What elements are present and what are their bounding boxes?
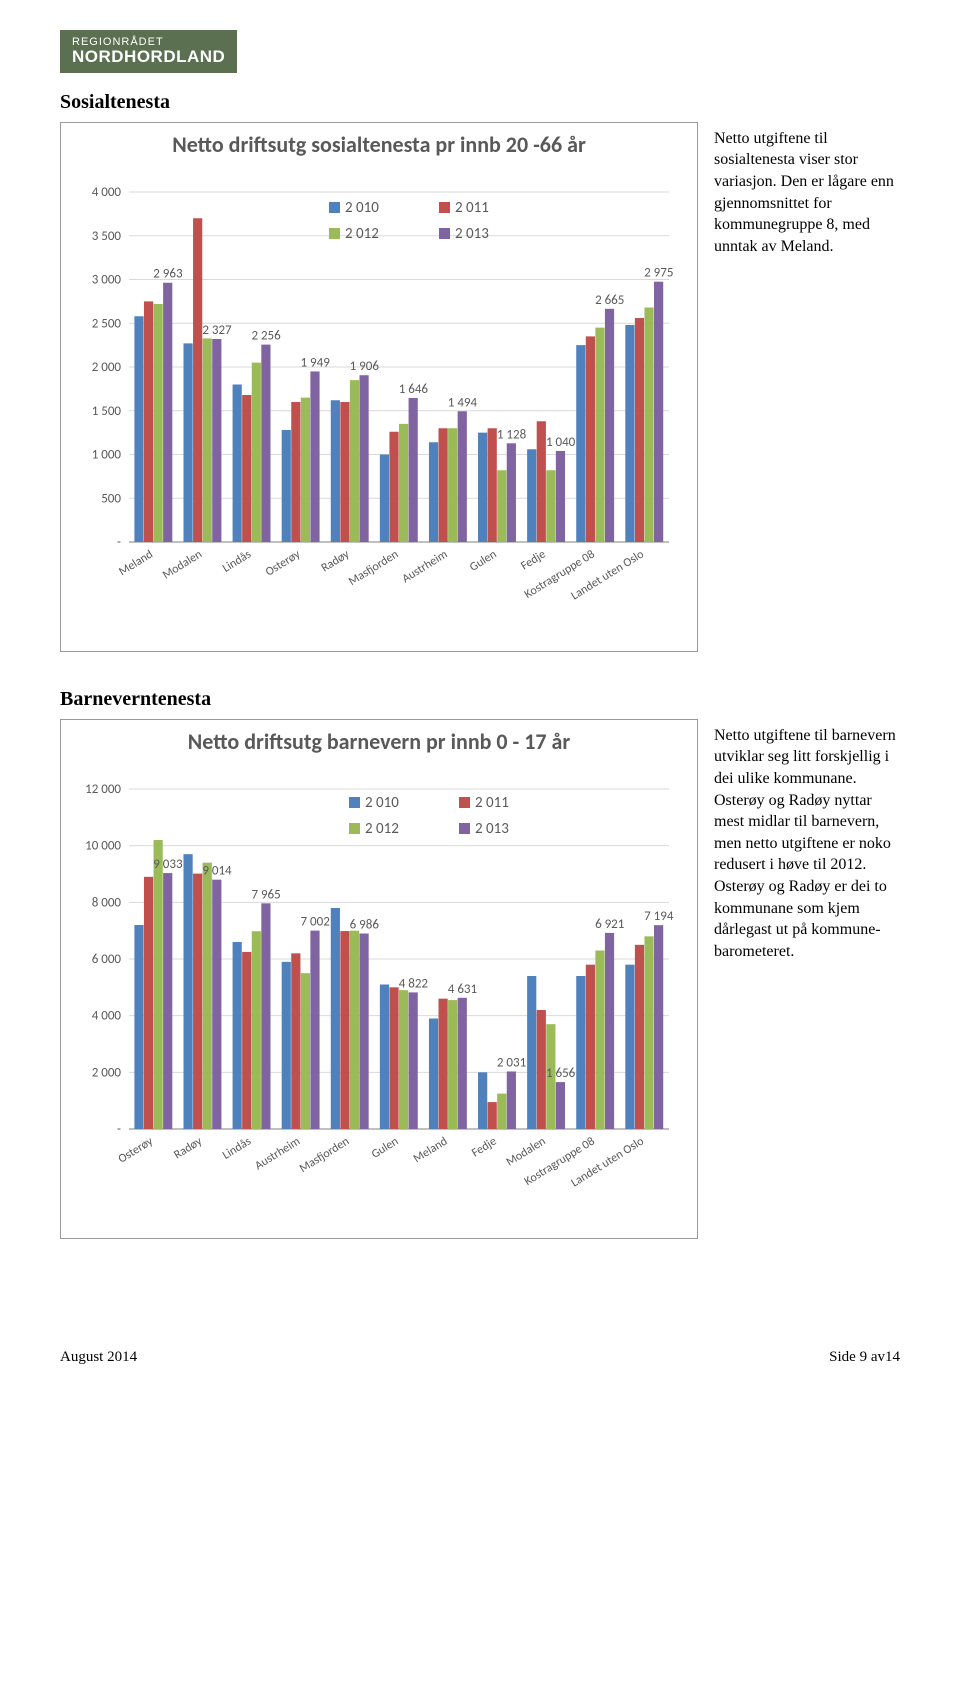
svg-text:Lindås: Lindås <box>220 1134 254 1162</box>
svg-text:1 656: 1 656 <box>546 1066 576 1081</box>
svg-text:3 500: 3 500 <box>92 229 122 244</box>
chart2-title: Netto driftsutg barnevern pr innb 0 - 17… <box>69 728 689 755</box>
footer-right: Side 9 av14 <box>829 1349 900 1366</box>
svg-text:2 000: 2 000 <box>92 1065 122 1080</box>
svg-text:4 000: 4 000 <box>92 185 122 200</box>
section1-row: Netto driftsutg sosialtenesta pr innb 20… <box>60 122 900 652</box>
svg-text:1 040: 1 040 <box>546 435 576 450</box>
section1-sidetext: Netto utgiftene til sosialtenesta viser … <box>714 122 900 258</box>
brand-logo: REGIONRÅDET NORDHORDLAND <box>60 30 237 73</box>
svg-text:Lindås: Lindås <box>220 547 254 575</box>
svg-text:Fedje: Fedje <box>469 1134 499 1160</box>
svg-text:2 975: 2 975 <box>644 265 673 280</box>
chart1-svg: - 500 1 000 1 500 2 000 2 500 3 000 3 500 4 000 2… <box>69 162 689 642</box>
svg-text:12 000: 12 000 <box>85 782 121 797</box>
svg-text:3 000: 3 000 <box>92 272 122 287</box>
svg-text:2 010: 2 010 <box>345 199 379 217</box>
section1-title: Sosialtenesta <box>60 91 900 114</box>
svg-text:7 194: 7 194 <box>644 909 674 924</box>
svg-text:1 000: 1 000 <box>92 447 122 462</box>
svg-text:Fedje: Fedje <box>519 547 549 573</box>
svg-text:Radøy: Radøy <box>319 547 353 575</box>
chart2-box: Netto driftsutg barnevern pr innb 0 - 17… <box>60 719 698 1239</box>
svg-text:6 000: 6 000 <box>92 952 122 967</box>
svg-text:1 500: 1 500 <box>92 404 122 419</box>
svg-text:2 012: 2 012 <box>365 820 399 838</box>
svg-text:7 002: 7 002 <box>301 914 331 929</box>
page-footer: August 2014 Side 9 av14 <box>60 1349 900 1366</box>
svg-text:-: - <box>117 535 121 550</box>
svg-text:Masfjorden: Masfjorden <box>346 547 401 588</box>
svg-text:9 033: 9 033 <box>153 857 183 872</box>
svg-text:2 011: 2 011 <box>475 794 509 812</box>
logo-line2: NORDHORDLAND <box>72 48 225 67</box>
svg-text:1 128: 1 128 <box>497 427 527 442</box>
svg-text:2 013: 2 013 <box>455 225 489 243</box>
svg-text:2 500: 2 500 <box>92 316 122 331</box>
svg-text:Gulen: Gulen <box>467 547 499 574</box>
svg-text:4 822: 4 822 <box>399 976 429 991</box>
svg-text:Osterøy: Osterøy <box>263 547 303 579</box>
svg-text:Gulen: Gulen <box>369 1134 401 1161</box>
chart2-svg: - 2 000 4 000 6 000 8 000 10 000 12 000 9 033 9 … <box>69 759 689 1229</box>
svg-text:6 921: 6 921 <box>595 917 624 932</box>
svg-text:2 327: 2 327 <box>202 323 232 338</box>
svg-text:Meland: Meland <box>411 1134 450 1166</box>
svg-text:2 256: 2 256 <box>251 328 281 343</box>
svg-text:Austrheim: Austrheim <box>400 547 450 586</box>
svg-text:1 949: 1 949 <box>301 355 331 370</box>
svg-text:8 000: 8 000 <box>92 895 122 910</box>
svg-text:Radøy: Radøy <box>172 1134 206 1162</box>
chart1-title: Netto driftsutg sosialtenesta pr innb 20… <box>69 131 689 158</box>
svg-text:-: - <box>117 1122 121 1137</box>
svg-text:1 646: 1 646 <box>399 382 429 397</box>
svg-text:4 631: 4 631 <box>448 982 477 997</box>
svg-text:2 031: 2 031 <box>497 1055 526 1070</box>
svg-text:4 000: 4 000 <box>92 1008 122 1023</box>
svg-text:2 665: 2 665 <box>595 293 624 308</box>
svg-text:9 014: 9 014 <box>202 863 232 878</box>
svg-text:2 000: 2 000 <box>92 360 122 375</box>
svg-text:2 963: 2 963 <box>153 267 183 282</box>
svg-text:Modalen: Modalen <box>160 547 204 582</box>
svg-text:Meland: Meland <box>117 547 156 579</box>
svg-text:2 012: 2 012 <box>345 225 379 243</box>
svg-text:Osterøy: Osterøy <box>116 1134 156 1166</box>
svg-text:Masfjorden: Masfjorden <box>297 1134 352 1175</box>
footer-left: August 2014 <box>60 1349 137 1366</box>
svg-text:7 965: 7 965 <box>251 887 280 902</box>
svg-text:1 906: 1 906 <box>350 359 380 374</box>
svg-text:2 010: 2 010 <box>365 794 399 812</box>
svg-text:10 000: 10 000 <box>85 838 121 853</box>
svg-text:6 986: 6 986 <box>350 917 380 932</box>
section2-sidetext: Netto utgiftene til barnevern utviklar s… <box>714 719 900 963</box>
svg-text:2 013: 2 013 <box>475 820 509 838</box>
svg-text:2 011: 2 011 <box>455 199 489 217</box>
svg-text:Austrheim: Austrheim <box>253 1134 303 1173</box>
section2-title: Barneverntenesta <box>60 688 900 711</box>
section2-row: Netto driftsutg barnevern pr innb 0 - 17… <box>60 719 900 1239</box>
svg-text:500: 500 <box>101 491 121 506</box>
svg-text:1 494: 1 494 <box>448 395 478 410</box>
chart1-box: Netto driftsutg sosialtenesta pr innb 20… <box>60 122 698 652</box>
